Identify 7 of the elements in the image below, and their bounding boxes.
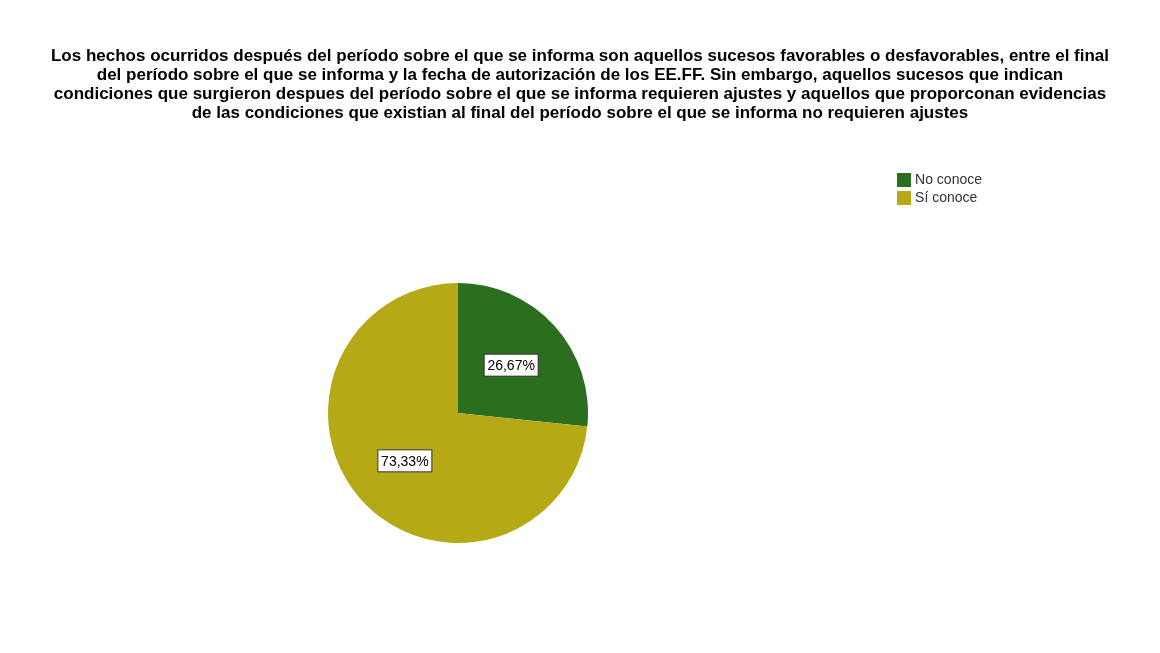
legend-label: Sí conoce — [915, 189, 978, 205]
chart-title: Los hechos ocurridos después del período sobre el que se informa son aquellos sucesos favorables o desfavorables, entre el final del período sobre el que se informa y la fecha de autorización de los EE.FF. Sin embargo, aquellos sucesos que indican condiciones que surgieron despues del período sobre el que se informa requieren ajustes y aquellos que proporconan evidencias de las condiciones que existian al final del período sobre el que se informa no requieren ajustes — [49, 46, 1111, 122]
pie-slice — [328, 283, 588, 543]
data-label: 73,33% — [381, 452, 429, 469]
pie-slice — [458, 283, 588, 427]
legend-label: No conoce — [915, 171, 982, 187]
data-label: 26,67% — [487, 357, 535, 374]
